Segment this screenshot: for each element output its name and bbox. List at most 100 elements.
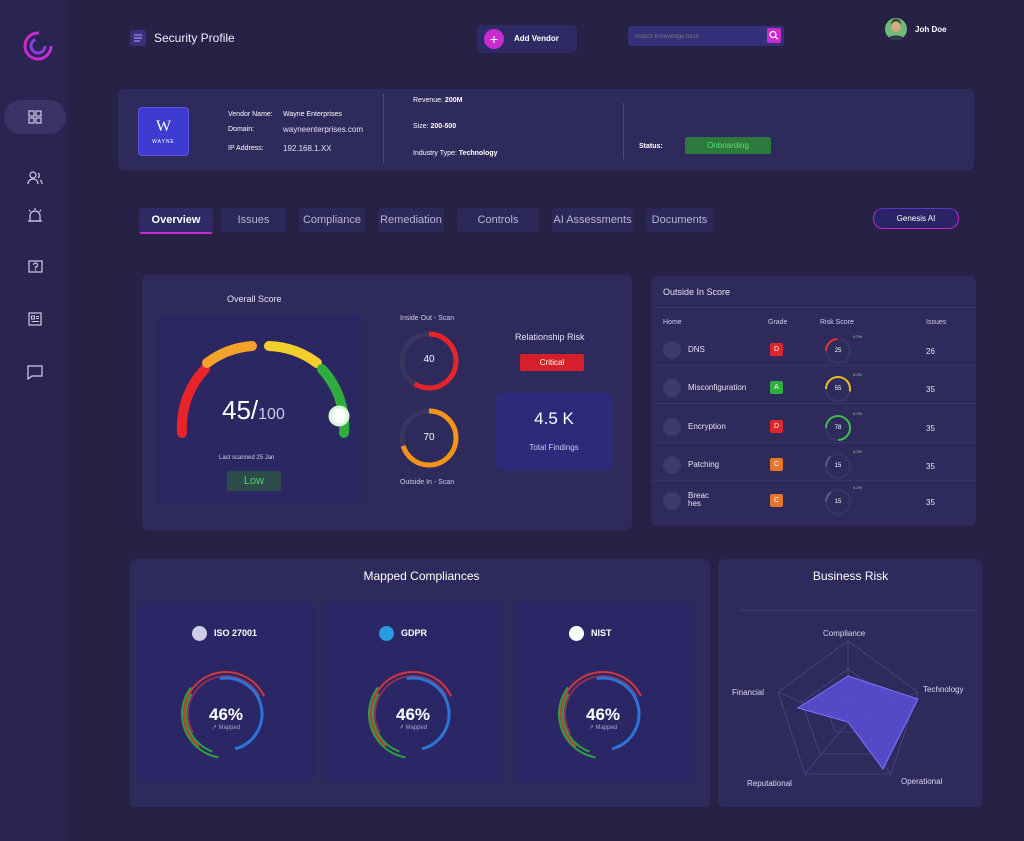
tab-overview[interactable]: Overview	[139, 208, 213, 234]
compliance-icon	[379, 626, 394, 641]
tab-documents[interactable]: Documents	[646, 208, 713, 232]
user-name[interactable]: Joh Doe	[915, 25, 947, 34]
divider	[651, 307, 976, 308]
vendor-name: Wayne Enterprises	[283, 111, 342, 118]
grade-badge: D	[770, 343, 783, 356]
dashboard-icon[interactable]	[4, 100, 66, 134]
vendor-domain-label: Domain:	[228, 126, 254, 133]
vendor-ip: 192.168.1.XX	[283, 144, 331, 153]
add-vendor-button[interactable]: + Add Vendor	[477, 25, 577, 53]
overall-score-panel: Overall Score 45/100 Last scanned 25 Jan…	[142, 275, 632, 530]
divider	[651, 442, 976, 443]
row-name: DNS	[688, 346, 748, 354]
radar-axis-label: Operational	[901, 777, 942, 786]
radar-axis-label: Reputational	[747, 779, 792, 788]
radar-axis-label: Technology	[923, 685, 963, 694]
risk-score-value: 55	[823, 386, 853, 392]
tab-ai-assessments[interactable]: AI Assessments	[552, 208, 633, 232]
vendor-panel: W WAYNE Vendor Name: Wayne Enterprises D…	[118, 89, 974, 170]
outside-in-label: Outside In - Scan	[400, 479, 454, 486]
help-icon[interactable]	[4, 250, 66, 284]
table-row[interactable]: DNS D 25 4.2% 26	[651, 333, 976, 369]
divider	[651, 365, 976, 366]
last-scanned: Last scanned 25 Jan	[219, 455, 274, 461]
outside-in-value: 70	[397, 432, 461, 443]
report-icon[interactable]	[4, 302, 66, 336]
genesis-ai-button[interactable]: Genesis AI	[873, 208, 959, 229]
compliance-sub: ↗ Mapped	[176, 724, 276, 731]
table-row[interactable]: Encryption D 78 4.2% 35	[651, 410, 976, 446]
table-row[interactable]: Breac hes C 15 4.2% 35	[651, 484, 976, 520]
grade-badge: C	[770, 458, 783, 471]
vendor-logo-letter: W	[139, 118, 188, 136]
column-header: Risk Score	[820, 319, 854, 326]
vendor-industry: Industry Type: Technology	[413, 150, 498, 157]
outside-in-panel: Outside In Score Home Grade Risk Score I…	[651, 276, 976, 526]
business-risk-panel: Business Risk Compliance Technology Oper…	[718, 559, 982, 807]
risk-score-value: 25	[823, 348, 853, 354]
column-header: Issues	[926, 319, 946, 326]
risk-score-delta: 4.2%	[853, 449, 862, 454]
search-input[interactable]	[632, 28, 766, 46]
search-bar[interactable]	[628, 26, 784, 46]
table-row[interactable]: Misconfiguration A 55 4.2% 35	[651, 371, 976, 407]
relationship-risk-title: Relationship Risk	[515, 332, 585, 342]
table-row[interactable]: Patching C 15 4.2% 35	[651, 448, 976, 484]
vendor-size: Size: 200-500	[413, 123, 456, 130]
row-name: Encryption	[688, 423, 748, 431]
chat-icon[interactable]	[4, 355, 66, 389]
status-badge: Onboarding	[685, 137, 771, 154]
business-risk-title: Business Risk	[718, 569, 983, 583]
alarm-icon[interactable]	[4, 198, 66, 232]
compliance-card[interactable]: NIST 46% ↗ Mapped	[514, 602, 692, 782]
gauge-card: 45/100 Last scanned 25 Jan Low	[157, 315, 362, 505]
row-icon	[663, 379, 681, 397]
vendor-logo-sub: WAYNE	[139, 139, 188, 145]
relationship-risk-badge: Critical	[520, 354, 584, 371]
overall-score-title: Overall Score	[227, 294, 282, 304]
users-icon[interactable]	[4, 161, 66, 195]
add-vendor-label: Add Vendor	[514, 34, 559, 43]
radar-axis-label: Compliance	[823, 629, 865, 638]
vendor-ip-label: IP Address:	[228, 145, 264, 152]
radar-area	[798, 676, 918, 769]
divider	[383, 94, 384, 164]
divider	[651, 403, 976, 404]
divider	[623, 103, 624, 159]
risk-score-delta: 4.2%	[853, 372, 862, 377]
tab-controls[interactable]: Controls	[457, 208, 539, 232]
vendor-logo: W WAYNE	[138, 107, 189, 156]
compliance-sub: ↗ Mapped	[363, 724, 463, 731]
inside-out-label: Inside Out - Scan	[400, 315, 454, 322]
tab-issues[interactable]: Issues	[221, 208, 286, 232]
vendor-domain: wayneenterprises.com	[283, 125, 363, 134]
vendor-name-label: Vendor Name:	[228, 111, 273, 118]
column-header: Home	[663, 319, 682, 326]
compliance-percent: 46%	[553, 705, 653, 725]
row-name: Misconfiguration	[688, 384, 748, 392]
row-icon	[663, 456, 681, 474]
risk-level-badge: Low	[227, 471, 281, 491]
search-icon[interactable]	[767, 28, 781, 43]
tab-remediation[interactable]: Remediation	[378, 208, 444, 232]
compliance-card[interactable]: ISO 27001 46% ↗ Mapped	[137, 602, 315, 782]
menu-icon[interactable]	[130, 30, 146, 46]
divider	[740, 610, 976, 611]
logo-icon[interactable]	[22, 30, 54, 62]
issues-count: 35	[926, 462, 935, 471]
grade-badge: A	[770, 381, 783, 394]
tab-compliance[interactable]: Compliance	[299, 208, 365, 232]
row-icon	[663, 418, 681, 436]
divider	[651, 480, 976, 481]
status-label: Status:	[639, 143, 663, 150]
compliance-name: GDPR	[401, 628, 427, 638]
compliance-icon	[569, 626, 584, 641]
grade-badge: C	[770, 494, 783, 507]
compliance-name: NIST	[591, 628, 612, 638]
compliance-card[interactable]: GDPR 46% ↗ Mapped	[324, 602, 502, 782]
compliance-icon	[192, 626, 207, 641]
avatar[interactable]	[885, 18, 907, 40]
plus-icon: +	[484, 29, 504, 49]
compliance-percent: 46%	[176, 705, 276, 725]
radar-axis-label: Financial	[732, 688, 764, 697]
